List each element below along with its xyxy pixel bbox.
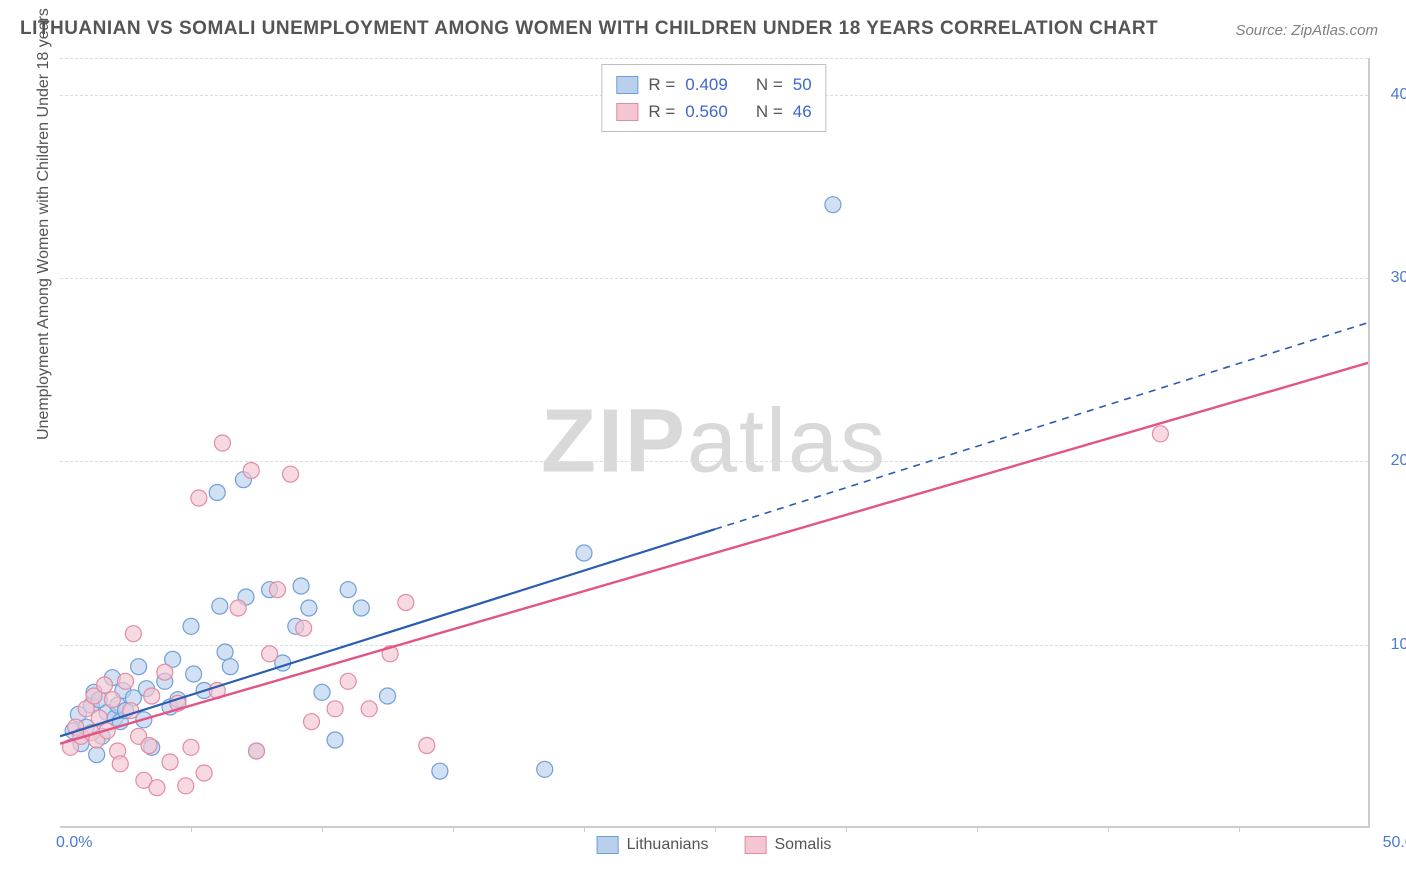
data-point — [283, 466, 299, 482]
data-point — [249, 743, 265, 759]
data-point — [183, 618, 199, 634]
data-point — [186, 666, 202, 682]
data-point — [537, 761, 553, 777]
data-point — [209, 485, 225, 501]
data-point — [304, 714, 320, 730]
legend-series-label: Somalis — [774, 836, 831, 854]
legend-item: Somalis — [744, 836, 831, 854]
swatch-icon — [616, 76, 638, 94]
data-point — [340, 582, 356, 598]
data-point — [419, 738, 435, 754]
data-point — [243, 463, 259, 479]
data-point — [1152, 426, 1168, 442]
data-point — [112, 756, 128, 772]
data-point — [314, 684, 330, 700]
data-point — [327, 732, 343, 748]
legend-n-value: 50 — [793, 71, 812, 98]
y-tick-label: 40.0% — [1391, 86, 1406, 104]
data-point — [301, 600, 317, 616]
data-point — [825, 197, 841, 213]
data-point — [157, 664, 173, 680]
data-point — [230, 600, 246, 616]
legend-n-value: 46 — [793, 98, 812, 125]
legend-series-label: Lithuanians — [627, 836, 709, 854]
swatch-icon — [744, 836, 766, 854]
legend-r-value: 0.560 — [685, 98, 728, 125]
data-point — [125, 626, 141, 642]
data-point — [380, 688, 396, 704]
swatch-icon — [616, 103, 638, 121]
data-point — [340, 673, 356, 689]
data-point — [293, 578, 309, 594]
data-point — [576, 545, 592, 561]
legend-item: Lithuanians — [597, 836, 709, 854]
data-point — [162, 754, 178, 770]
data-point — [196, 765, 212, 781]
data-point — [432, 763, 448, 779]
y-tick-label: 20.0% — [1391, 452, 1406, 470]
data-point — [183, 739, 199, 755]
data-point — [262, 646, 278, 662]
y-tick-label: 30.0% — [1391, 269, 1406, 287]
legend-n-label: N = — [756, 71, 783, 98]
legend-r-label: R = — [648, 98, 675, 125]
data-point — [212, 598, 228, 614]
legend-n-label: N = — [756, 98, 783, 125]
series-legend: Lithuanians Somalis — [597, 836, 832, 854]
trend-line — [60, 529, 715, 736]
data-point — [191, 490, 207, 506]
chart-title: LITHUANIAN VS SOMALI UNEMPLOYMENT AMONG … — [20, 18, 1158, 40]
data-point — [296, 620, 312, 636]
legend-r-value: 0.409 — [685, 71, 728, 98]
x-tick-min: 0.0% — [56, 834, 92, 852]
source-attribution: Source: ZipAtlas.com — [1235, 22, 1378, 39]
data-point — [131, 659, 147, 675]
swatch-icon — [597, 836, 619, 854]
y-axis-label: Unemployment Among Women with Children U… — [35, 8, 53, 440]
data-point — [149, 780, 165, 796]
data-point — [97, 677, 113, 693]
trend-line — [60, 362, 1368, 743]
data-point — [89, 747, 105, 763]
plot-area: ZIPatlas R = 0.409 N = 50 R = 0.560 N = … — [60, 58, 1370, 828]
data-point — [217, 644, 233, 660]
y-tick-label: 10.0% — [1391, 636, 1406, 654]
data-point — [144, 688, 160, 704]
data-point — [141, 738, 157, 754]
x-tick-max: 50.0% — [1383, 834, 1406, 852]
data-point — [327, 701, 343, 717]
chart-svg — [60, 58, 1368, 826]
data-point — [178, 778, 194, 794]
legend-row: R = 0.409 N = 50 — [616, 71, 811, 98]
legend-row: R = 0.560 N = 46 — [616, 98, 811, 125]
data-point — [398, 595, 414, 611]
correlation-legend: R = 0.409 N = 50 R = 0.560 N = 46 — [601, 64, 826, 132]
data-point — [214, 435, 230, 451]
data-point — [361, 701, 377, 717]
data-point — [118, 673, 134, 689]
data-point — [222, 659, 238, 675]
trend-line-extrapolated — [715, 322, 1368, 529]
data-point — [269, 582, 285, 598]
legend-r-label: R = — [648, 71, 675, 98]
data-point — [353, 600, 369, 616]
data-point — [104, 692, 120, 708]
